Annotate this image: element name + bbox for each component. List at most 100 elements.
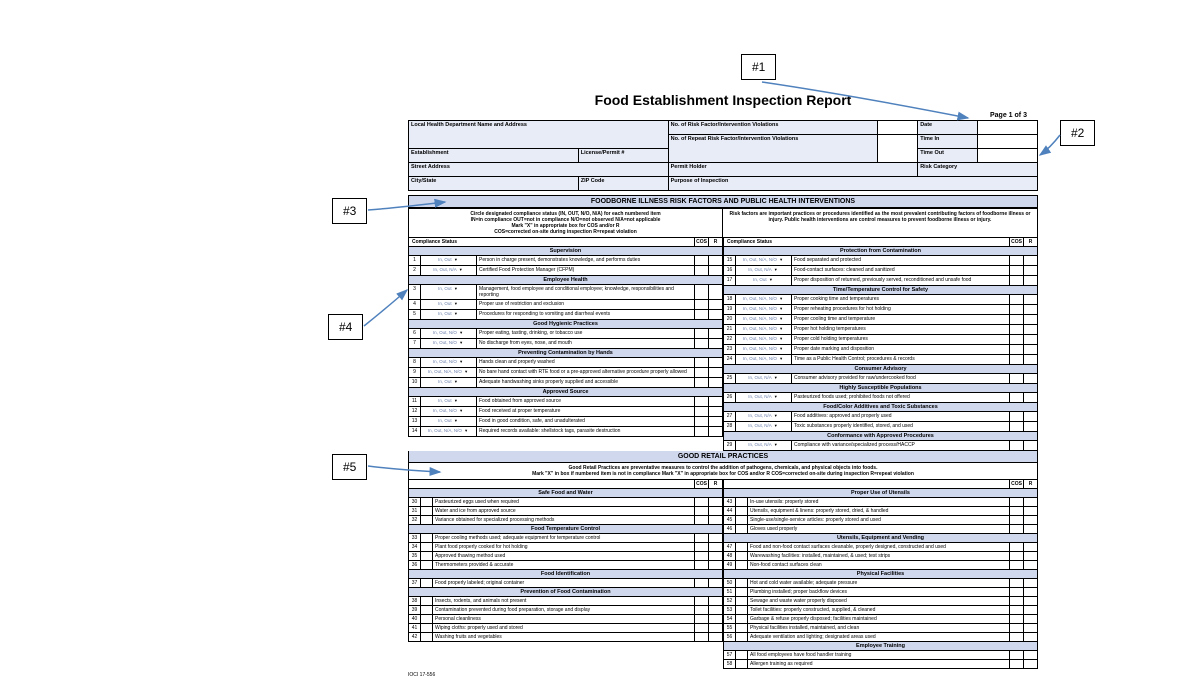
item-description: Proper cooking time and temperatures bbox=[792, 295, 1009, 304]
item-description: Time as a Public Health Control; procedu… bbox=[792, 355, 1009, 364]
item-number: 28 bbox=[724, 422, 736, 431]
item-status: In, Out, N/A ▾ bbox=[736, 393, 792, 402]
grp-item-check bbox=[736, 588, 748, 596]
grp-item-number: 44 bbox=[724, 507, 736, 515]
grp-item-cos bbox=[1009, 507, 1023, 515]
item-r bbox=[708, 397, 722, 406]
item-description: Proper reheating procedures for hot hold… bbox=[792, 305, 1009, 314]
item-status: In, Out ▾ bbox=[421, 300, 477, 309]
grp-item-r bbox=[708, 498, 722, 506]
item-r bbox=[708, 300, 722, 309]
inspection-item-row: 11In, Out ▾Food obtained from approved s… bbox=[408, 397, 723, 407]
grp-item-r bbox=[1023, 606, 1037, 614]
grp-item-cos bbox=[1009, 588, 1023, 596]
item-description: Toxic substances properly identified, st… bbox=[792, 422, 1009, 431]
grp-item-row: 32Variance obtained for specialized proc… bbox=[408, 516, 723, 525]
grp-item-cos bbox=[1009, 597, 1023, 605]
item-number: 14 bbox=[409, 427, 421, 436]
grp-item-r bbox=[1023, 660, 1037, 668]
grp-item-check bbox=[736, 579, 748, 587]
item-number: 17 bbox=[724, 276, 736, 285]
grp-item-r bbox=[1023, 516, 1037, 524]
grp-item-check bbox=[421, 552, 433, 560]
item-description: Proper date marking and disposition bbox=[792, 345, 1009, 354]
item-number: 15 bbox=[724, 256, 736, 265]
grp-item-r bbox=[708, 633, 722, 641]
r-label: R bbox=[708, 238, 722, 246]
item-cos bbox=[694, 310, 708, 319]
grp-item-check bbox=[421, 507, 433, 515]
grp-item-check bbox=[421, 624, 433, 632]
item-status: In, Out, N/A ▾ bbox=[736, 412, 792, 421]
grp-item-description: Personal cleanliness bbox=[433, 615, 694, 623]
grp-item-row: 34Plant food properly cooked for hot hol… bbox=[408, 543, 723, 552]
item-number: 12 bbox=[409, 407, 421, 416]
item-cos bbox=[694, 256, 708, 265]
grp-item-check bbox=[421, 534, 433, 542]
callout-5: #5 bbox=[332, 454, 367, 480]
item-description: Management, food employee and conditiona… bbox=[477, 285, 694, 299]
grp-item-number: 52 bbox=[724, 597, 736, 605]
grp-item-cos bbox=[1009, 651, 1023, 659]
item-cos bbox=[1009, 374, 1023, 383]
inspection-item-row: 21In, Out, N/A, N/O ▾Proper hot holding … bbox=[723, 325, 1038, 335]
grp-item-number: 54 bbox=[724, 615, 736, 623]
item-r bbox=[1023, 393, 1037, 402]
item-description: Proper use of restriction and exclusion bbox=[477, 300, 694, 309]
timeout-label: Time Out bbox=[918, 149, 978, 163]
timein-label: Time In bbox=[918, 135, 978, 149]
item-description: Hands clean and properly washed bbox=[477, 358, 694, 367]
grp-category-header: Utensils, Equipment and Vending bbox=[723, 534, 1038, 543]
grp-item-r bbox=[708, 516, 722, 524]
grp-item-check bbox=[421, 543, 433, 551]
grp-item-number: 34 bbox=[409, 543, 421, 551]
grp-item-number: 51 bbox=[724, 588, 736, 596]
grp-item-description: Single-use/single-service articles: prop… bbox=[748, 516, 1009, 524]
grp-item-row: 40Personal cleanliness bbox=[408, 615, 723, 624]
grp-item-row: 41Wiping cloths: properly used and store… bbox=[408, 624, 723, 633]
grp-item-number: 38 bbox=[409, 597, 421, 605]
inspection-item-row: 20In, Out, N/A, N/O ▾Proper cooling time… bbox=[723, 315, 1038, 325]
item-description: Proper hot holding temperatures bbox=[792, 325, 1009, 334]
item-status: In, Out, N/A ▾ bbox=[736, 441, 792, 450]
grp-item-r bbox=[1023, 507, 1037, 515]
item-description: Compliance with variance/specialized pro… bbox=[792, 441, 1009, 450]
grp-item-description: Plumbing installed; proper backflow devi… bbox=[748, 588, 1009, 596]
grp-item-description: In-use utensils: properly stored bbox=[748, 498, 1009, 506]
grp-item-check bbox=[421, 516, 433, 524]
grp-item-number: 46 bbox=[724, 525, 736, 533]
page-number: Page 1 of 3 bbox=[990, 112, 1027, 119]
grp-category-header: Employee Training bbox=[723, 642, 1038, 651]
item-description: Food obtained from approved source bbox=[477, 397, 694, 406]
grp-item-number: 31 bbox=[409, 507, 421, 515]
item-number: 11 bbox=[409, 397, 421, 406]
grp-item-description: Sewage and waste water properly disposed bbox=[748, 597, 1009, 605]
item-r bbox=[708, 427, 722, 436]
city-label: City/State bbox=[409, 177, 579, 191]
item-r bbox=[708, 358, 722, 367]
inspection-item-row: 19In, Out, N/A, N/O ▾Proper reheating pr… bbox=[723, 305, 1038, 315]
item-number: 7 bbox=[409, 339, 421, 348]
category-header: Conformance with Approved Procedures bbox=[723, 432, 1038, 441]
item-r bbox=[708, 407, 722, 416]
grp-category-header: Proper Use of Utensils bbox=[723, 489, 1038, 498]
inspection-item-row: 12In, Out, N/O ▾Food received at proper … bbox=[408, 407, 723, 417]
grp-item-cos bbox=[694, 561, 708, 569]
grp-item-description: Wiping cloths: properly used and stored bbox=[433, 624, 694, 632]
grp-category-header: Prevention of Food Contamination bbox=[408, 588, 723, 597]
item-r bbox=[708, 285, 722, 299]
item-status: In, Out ▾ bbox=[421, 417, 477, 426]
item-description: No discharge from eyes, nose, and mouth bbox=[477, 339, 694, 348]
item-cos bbox=[694, 397, 708, 406]
timeout-value bbox=[978, 149, 1038, 163]
item-cos bbox=[694, 300, 708, 309]
report-title: Food Establishment Inspection Report bbox=[408, 92, 1038, 108]
item-status: In, Out, N/A, N/O ▾ bbox=[736, 295, 792, 304]
grp-item-description: Toilet facilities: properly constructed,… bbox=[748, 606, 1009, 614]
item-number: 6 bbox=[409, 329, 421, 338]
cos-label: COS bbox=[1009, 480, 1023, 488]
r-label: R bbox=[708, 480, 722, 488]
item-description: Proper cooling time and temperature bbox=[792, 315, 1009, 324]
item-description: Pasteurized foods used; prohibited foods… bbox=[792, 393, 1009, 402]
grp-item-check bbox=[736, 615, 748, 623]
